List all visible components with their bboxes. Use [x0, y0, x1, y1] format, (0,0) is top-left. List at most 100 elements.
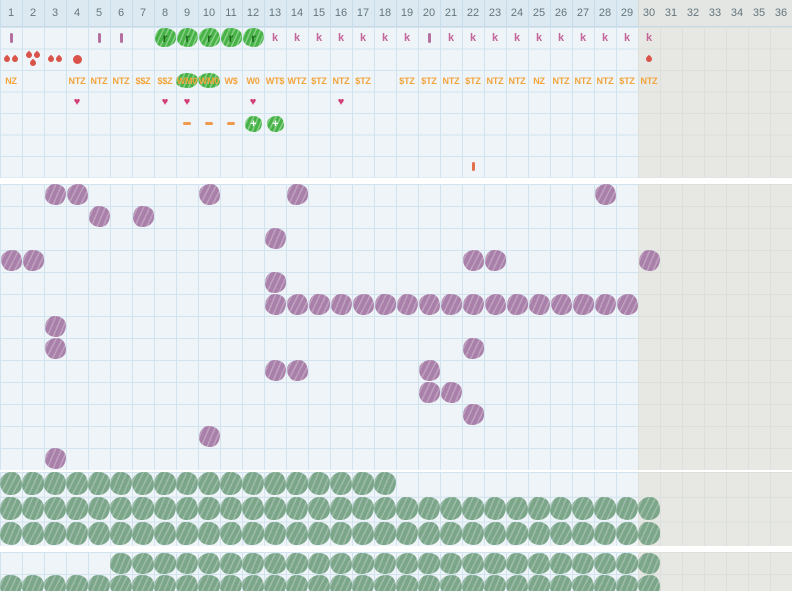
dot-icon[interactable] — [66, 49, 88, 71]
green-blob[interactable] — [175, 472, 198, 496]
green-blob[interactable] — [462, 497, 484, 521]
code-label[interactable]: NTZ — [88, 70, 110, 92]
green-blob[interactable] — [439, 496, 462, 521]
green-blob[interactable] — [65, 521, 88, 546]
green-blob[interactable] — [110, 522, 132, 545]
green-blob[interactable] — [197, 552, 220, 574]
purple-blob[interactable] — [308, 294, 330, 315]
letter-k-mark[interactable]: k — [506, 27, 528, 49]
green-blob[interactable] — [549, 521, 572, 546]
green-blob[interactable] — [505, 496, 528, 521]
purple-blob[interactable] — [462, 249, 484, 272]
green-blob[interactable] — [307, 472, 330, 496]
letter-k-mark[interactable]: k — [550, 27, 572, 49]
green-blob[interactable] — [198, 574, 220, 591]
green-blob[interactable] — [285, 521, 308, 546]
purple-blob[interactable] — [0, 249, 22, 272]
green-blob[interactable] — [637, 574, 660, 591]
letter-r-scribble[interactable]: r — [198, 27, 220, 49]
purple-blob[interactable] — [374, 294, 396, 315]
green-blob[interactable] — [483, 496, 506, 521]
green-blob[interactable] — [286, 472, 308, 496]
green-blob[interactable] — [175, 552, 198, 574]
green-blob[interactable] — [330, 574, 352, 591]
code-label[interactable]: $$Z — [132, 70, 154, 92]
purple-blob[interactable] — [594, 293, 616, 316]
code-label[interactable]: NTZ — [330, 70, 352, 92]
green-blob[interactable] — [154, 552, 176, 574]
purple-blob[interactable] — [22, 250, 44, 271]
code-label[interactable]: WT$ — [264, 70, 286, 92]
code-label[interactable]: $TZ — [462, 70, 484, 92]
letter-k-mark[interactable]: k — [352, 27, 374, 49]
green-blob[interactable] — [263, 521, 286, 546]
green-blob[interactable] — [505, 552, 528, 574]
dash-mark[interactable] — [176, 113, 198, 135]
letter-k-mark[interactable]: k — [330, 27, 352, 49]
green-blob[interactable] — [395, 521, 418, 546]
green-blob[interactable] — [219, 496, 242, 521]
green-blob[interactable] — [285, 574, 308, 591]
heart-icon[interactable]: ♥ — [66, 92, 88, 114]
green-blob[interactable] — [395, 552, 418, 574]
purple-blob[interactable] — [616, 293, 638, 316]
green-blob[interactable] — [506, 522, 528, 545]
plus-scribble[interactable]: + — [242, 113, 264, 135]
tally-mark[interactable] — [110, 27, 132, 49]
purple-blob[interactable] — [594, 183, 616, 206]
code-label[interactable]: $TZ — [418, 70, 440, 92]
green-blob[interactable] — [483, 521, 506, 546]
green-blob[interactable] — [0, 521, 22, 546]
code-label[interactable]: NTZ — [572, 70, 594, 92]
green-blob[interactable] — [109, 496, 132, 521]
green-blob[interactable] — [197, 472, 220, 496]
green-blob[interactable] — [22, 472, 44, 496]
purple-blob[interactable] — [484, 293, 506, 316]
green-blob[interactable] — [571, 496, 594, 521]
green-blob[interactable] — [549, 574, 572, 591]
purple-blob[interactable] — [264, 293, 286, 316]
green-blob[interactable] — [197, 521, 220, 546]
green-blob[interactable] — [131, 552, 154, 574]
green-blob[interactable] — [594, 574, 616, 591]
purple-blob[interactable] — [440, 381, 462, 404]
green-blob[interactable] — [219, 521, 242, 546]
green-blob[interactable] — [241, 496, 264, 521]
green-blob[interactable] — [593, 552, 616, 574]
purple-blob[interactable] — [418, 382, 440, 403]
letter-k-mark[interactable]: k — [638, 27, 660, 49]
green-blob[interactable] — [132, 574, 154, 591]
green-blob[interactable] — [66, 497, 88, 521]
code-label[interactable]: WTZ — [286, 70, 308, 92]
green-blob[interactable] — [241, 552, 264, 574]
orange-tick-mark[interactable] — [462, 156, 484, 178]
green-blob[interactable] — [396, 497, 418, 521]
purple-blob[interactable] — [352, 293, 374, 316]
green-blob[interactable] — [461, 521, 484, 546]
purple-blob[interactable] — [198, 425, 220, 448]
green-blob[interactable] — [527, 521, 550, 546]
green-blob[interactable] — [550, 552, 572, 574]
green-blob[interactable] — [571, 552, 594, 574]
green-blob[interactable] — [637, 552, 660, 574]
code-label[interactable]: $TZ — [352, 70, 374, 92]
green-blob[interactable] — [241, 472, 264, 496]
tally-mark[interactable] — [418, 27, 440, 49]
drops-icon[interactable] — [44, 49, 66, 71]
purple-blob[interactable] — [44, 337, 66, 360]
purple-blob[interactable] — [44, 447, 66, 470]
green-blob[interactable] — [351, 496, 374, 521]
green-blob[interactable] — [21, 574, 44, 591]
green-blob[interactable] — [615, 574, 638, 591]
green-blob[interactable] — [109, 574, 132, 591]
code-label[interactable]: NTZ — [110, 70, 132, 92]
green-blob[interactable] — [87, 496, 110, 521]
letter-k-mark[interactable]: k — [308, 27, 330, 49]
green-blob[interactable] — [21, 496, 44, 521]
green-blob[interactable] — [242, 522, 264, 545]
purple-blob[interactable] — [132, 206, 154, 227]
green-blob[interactable] — [373, 472, 396, 496]
purple-blob[interactable] — [44, 183, 66, 206]
tally-mark[interactable] — [0, 27, 22, 49]
code-label[interactable]: W$ — [220, 70, 242, 92]
